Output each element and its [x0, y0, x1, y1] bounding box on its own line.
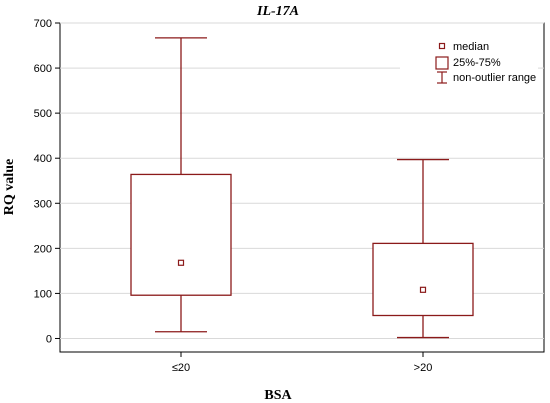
chart-title: IL-17A [256, 4, 299, 19]
median-marker-series-2 [419, 286, 427, 293]
y-tick-label-300: 300 [34, 198, 52, 210]
x-tick-label-series-1: ≤20 [172, 362, 190, 374]
legend-box-marker [435, 56, 449, 70]
legend-box-label: 25%-75% [453, 57, 501, 69]
box-series-2 [372, 158, 474, 339]
y-tick-label-400: 400 [34, 153, 52, 165]
iqr-box-series-1 [130, 173, 232, 296]
y-tick-label-700: 700 [34, 18, 52, 30]
boxes [130, 37, 474, 339]
y-tick-label-100: 100 [34, 288, 52, 300]
x-axis-label: BSA [264, 388, 292, 403]
legend-median-label: median [453, 41, 489, 53]
iqr-box-series-2 [372, 242, 474, 317]
legend-whisker-label: non-outlier range [453, 72, 536, 84]
y-tick-label-200: 200 [34, 243, 52, 255]
x-axis: ≤20 >20 [172, 352, 432, 374]
y-tick-label-0: 0 [46, 333, 52, 345]
legend: median 25%-75% non-outlier range [400, 33, 538, 89]
y-axis-label: RQ value [2, 159, 17, 215]
legend-background [400, 33, 538, 89]
median-marker-series-1 [177, 259, 185, 266]
box-series-1 [130, 37, 232, 333]
legend-median-marker [438, 42, 446, 50]
y-tick-label-600: 600 [34, 63, 52, 75]
y-tick-label-500: 500 [34, 108, 52, 120]
y-axis: 0 100 200 300 400 500 600 700 [34, 18, 60, 345]
x-tick-label-series-2: >20 [414, 362, 433, 374]
